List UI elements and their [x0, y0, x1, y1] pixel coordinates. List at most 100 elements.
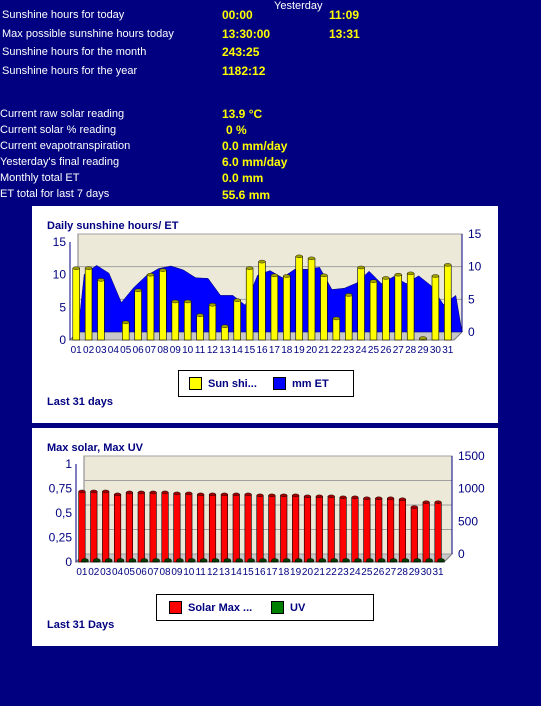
bar-cap — [128, 558, 136, 562]
bar-body — [270, 275, 279, 341]
bar-body — [327, 496, 335, 563]
bar-body — [303, 496, 312, 563]
bar-body — [431, 275, 440, 341]
bar-body — [183, 301, 192, 341]
uv-bar — [283, 558, 291, 563]
bar-body — [171, 301, 179, 341]
uv-bar — [295, 558, 303, 563]
legend-label-et: mm ET — [292, 377, 329, 390]
solar-percent-label: Current solar % reading — [0, 124, 117, 136]
bar-cap — [382, 276, 390, 280]
x-tick-label: 08 — [157, 345, 169, 356]
x-tick-label: 09 — [171, 567, 183, 578]
bar-cap — [78, 489, 86, 494]
solar-max-bar — [232, 492, 240, 563]
bar-body — [173, 493, 181, 563]
bar-cap — [81, 558, 89, 562]
x-tick-label: 27 — [393, 345, 405, 356]
bar-cap — [176, 558, 184, 562]
bar-cap — [330, 558, 338, 562]
x-tick-label: 13 — [219, 567, 231, 578]
x-tick-label: 07 — [148, 567, 160, 578]
bar-cap — [295, 558, 303, 562]
uv-bar — [235, 558, 243, 563]
solar-max-bar — [173, 491, 181, 563]
x-tick-label: 30 — [421, 567, 433, 578]
x-tick-label: 10 — [183, 567, 195, 578]
x-tick-label: 15 — [243, 567, 255, 578]
bar-cap — [295, 254, 303, 259]
sunshine-bar — [122, 320, 130, 341]
y-right-tick-label: 15 — [468, 227, 482, 241]
sunshine-bar — [196, 313, 204, 341]
uv-bar — [176, 558, 184, 563]
bar-body — [122, 322, 130, 341]
bar-cap — [72, 266, 80, 270]
x-tick-label: 21 — [318, 345, 330, 356]
y-left-tick-label: 0,5 — [55, 506, 72, 520]
bar-body — [256, 495, 264, 563]
x-tick-label: 01 — [76, 567, 88, 578]
uv-bar — [93, 558, 101, 563]
solar-max-bar — [292, 493, 300, 563]
solar-max-bar — [351, 495, 359, 563]
legend-swatch-solar-max — [169, 601, 182, 614]
bar-body — [444, 264, 452, 341]
solar-uv-chart-panel: Max solar, Max UV 0 0,25 0,5 0,75 1 0 500 1000 1… — [32, 428, 498, 646]
uv-bar — [330, 558, 338, 563]
bar-body — [159, 269, 167, 341]
bar-cap — [407, 271, 415, 276]
y-left-tick-label: 10 — [53, 268, 67, 282]
solar-max-bar — [197, 492, 205, 563]
max-possible-yesterday-value: 13:31 — [329, 27, 360, 41]
x-tick-label: 19 — [294, 345, 306, 356]
uv-bar — [164, 558, 172, 563]
x-tick-label: 10 — [182, 345, 194, 356]
sunshine-bar — [357, 265, 365, 341]
uv-bar — [105, 558, 113, 563]
x-tick-label: 11 — [195, 345, 206, 356]
bar-body — [394, 274, 402, 341]
bar-cap — [125, 490, 133, 495]
sunshine-bar — [245, 266, 254, 341]
bar-cap — [345, 293, 353, 297]
bar-cap — [223, 558, 231, 562]
y-right-tick-label: 500 — [458, 514, 478, 528]
bar-cap — [173, 491, 181, 496]
uv-bar — [188, 558, 196, 563]
bar-cap — [188, 558, 196, 562]
bar-cap — [221, 324, 229, 328]
uv-bar — [378, 558, 386, 563]
bar-cap — [200, 558, 208, 562]
legend-item-uv: UV — [271, 595, 305, 620]
x-tick-label: 17 — [266, 567, 278, 578]
bar-body — [406, 273, 415, 341]
bar-body — [196, 314, 204, 341]
solar-max-bar — [102, 489, 110, 563]
bar-body — [363, 498, 371, 563]
sunshine-bar — [97, 278, 105, 341]
x-tick-label: 30 — [430, 345, 442, 356]
x-tick-label: 24 — [356, 345, 368, 356]
bar-body — [244, 494, 252, 563]
sunshine-bar — [171, 299, 179, 341]
bar-cap — [152, 558, 160, 562]
y-left-tick-label: 1 — [65, 457, 72, 471]
bar-body — [78, 491, 86, 563]
solar-max-bar — [244, 492, 252, 563]
x-tick-label: 03 — [100, 567, 112, 578]
x-tick-label: 17 — [269, 345, 281, 356]
x-tick-label: 09 — [170, 345, 182, 356]
x-tick-label: 25 — [361, 567, 373, 578]
bar-body — [375, 498, 383, 563]
sunshine-bar — [233, 298, 241, 341]
sunshine-bar — [406, 271, 415, 341]
bar-body — [295, 256, 303, 341]
x-tick-label: 05 — [124, 567, 136, 578]
bar-cap — [307, 256, 316, 261]
x-tick-label: 02 — [83, 345, 95, 356]
uv-bar — [211, 558, 220, 563]
bar-body — [315, 496, 323, 563]
solar-max-bar — [303, 494, 312, 563]
